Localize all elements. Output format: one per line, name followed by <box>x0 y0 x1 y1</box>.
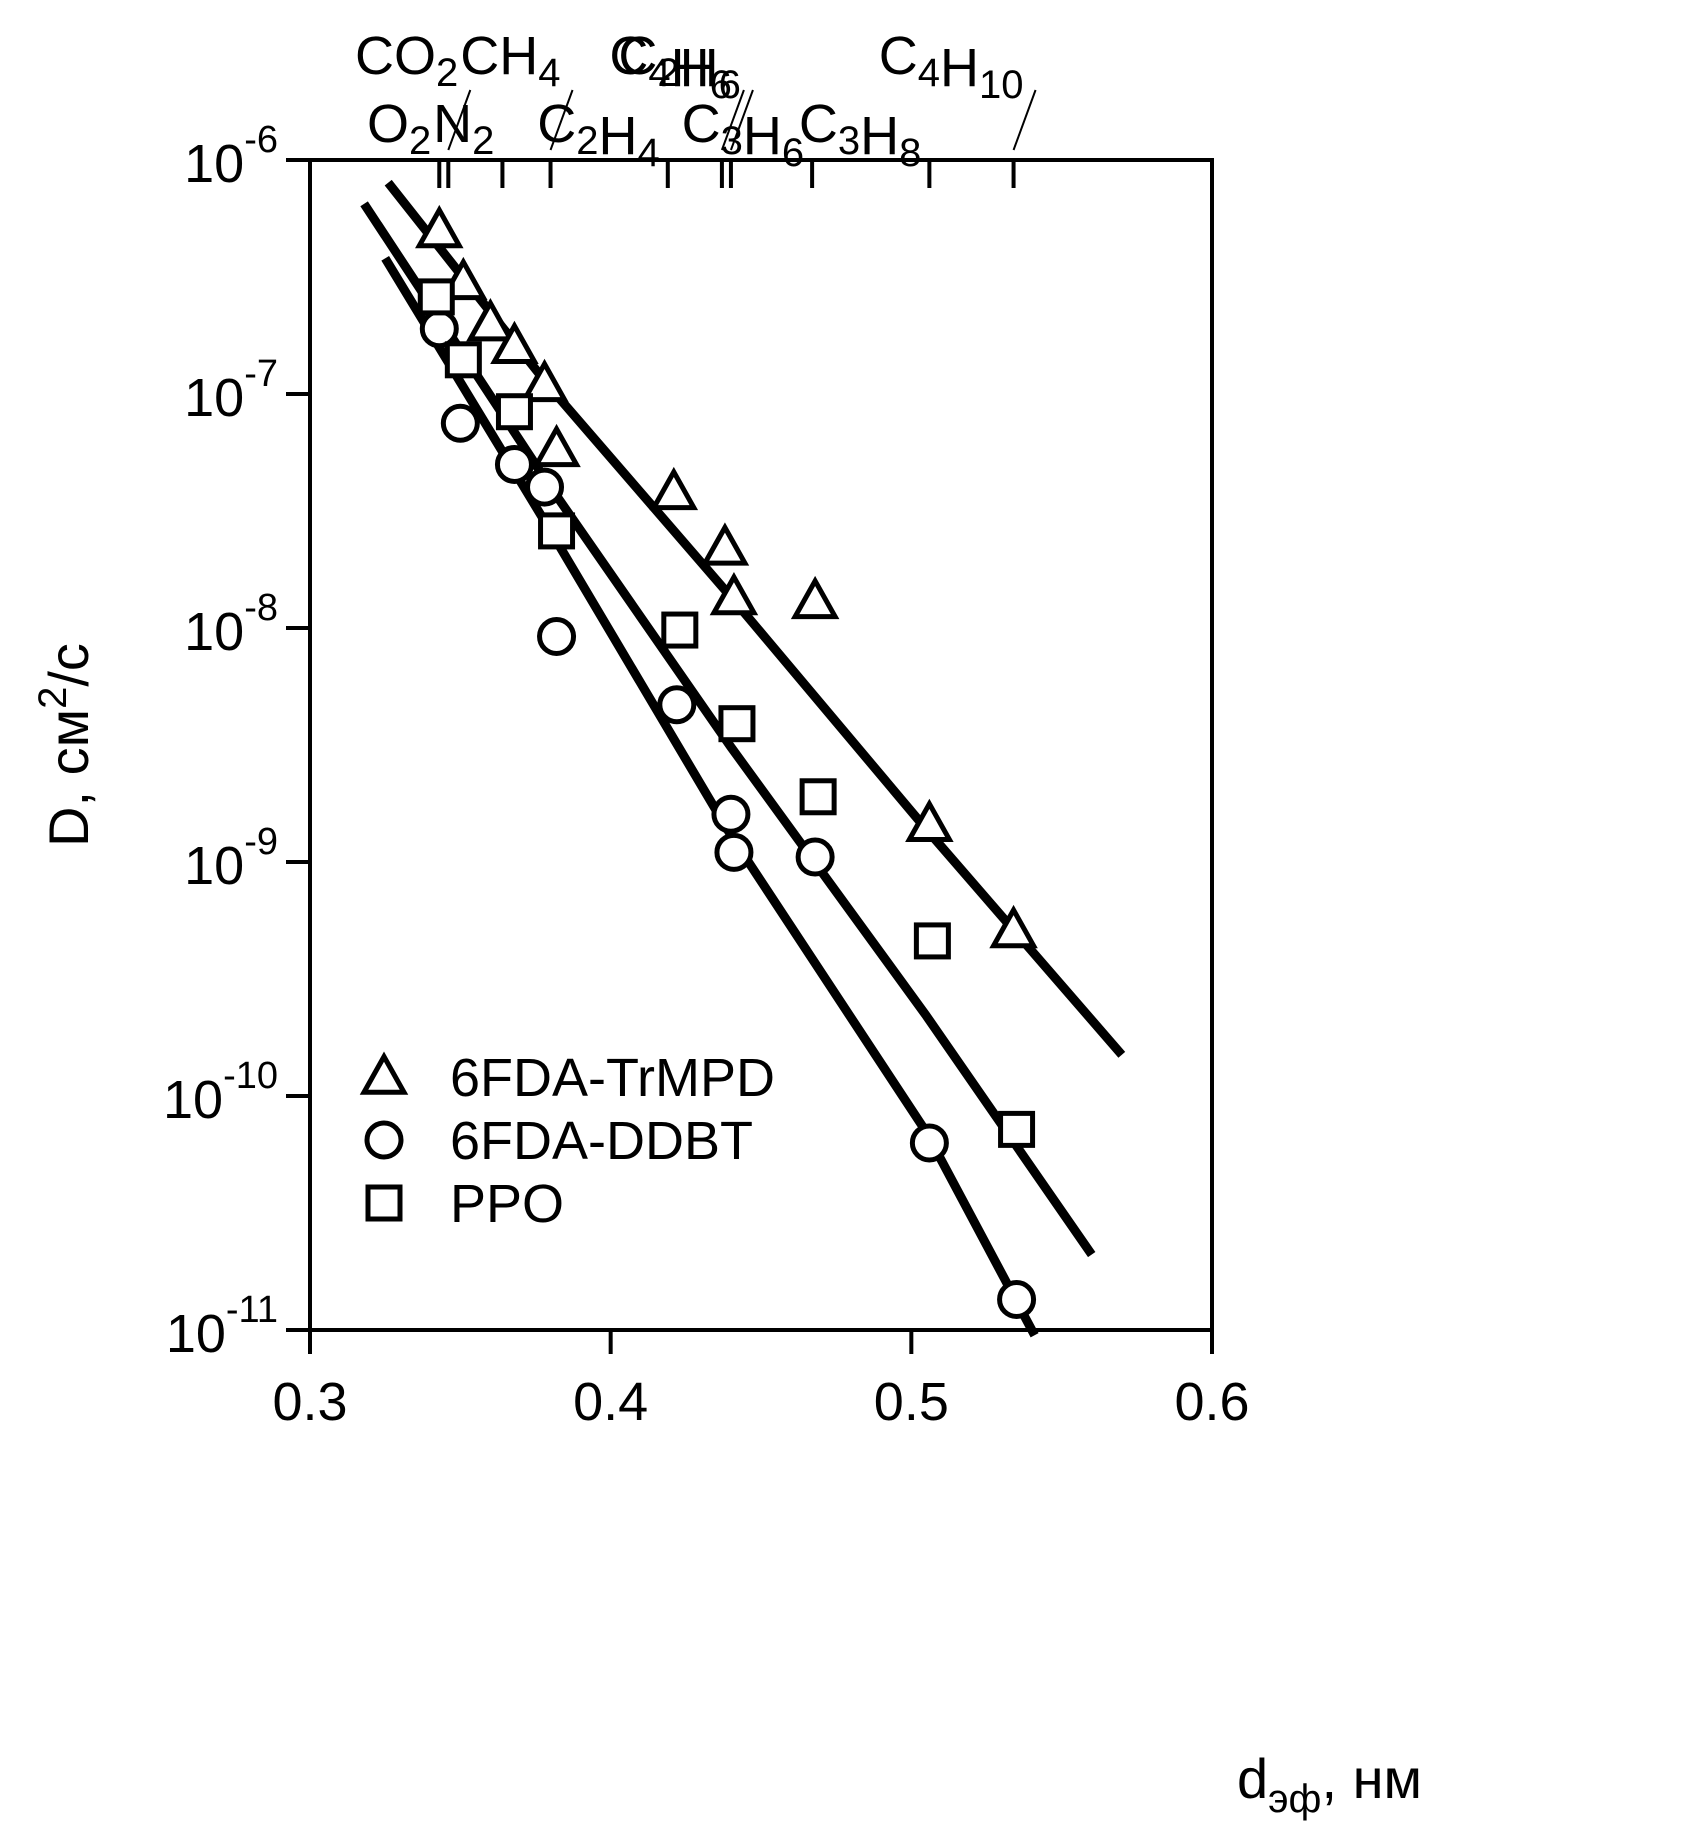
data-point-circle <box>419 309 459 349</box>
legend-marker-circle <box>364 1120 404 1160</box>
legend-marker-triangle <box>359 1051 409 1095</box>
data-point-triangle <box>989 904 1038 949</box>
gas-label: CH4 <box>460 26 560 95</box>
data-point-triangle <box>709 571 759 616</box>
legend-label: 6FDA-TrMPD <box>450 1048 775 1108</box>
data-point-triangle <box>649 466 699 511</box>
data-point-triangle <box>520 358 569 403</box>
data-point-circle <box>909 1123 949 1163</box>
data-point-triangle <box>790 575 840 620</box>
gas-label: C4H6 <box>609 26 732 107</box>
x-tick-label: 0.5 <box>874 1372 949 1432</box>
data-point-triangle <box>700 522 750 566</box>
plot-border <box>308 158 1214 1332</box>
data-point-triangle <box>532 423 581 468</box>
data-point-circle <box>657 685 697 725</box>
x-tick-label: 0.4 <box>573 1372 648 1432</box>
data-point-circle <box>525 467 565 507</box>
gas-leader <box>549 89 574 151</box>
data-point-triangle <box>905 798 954 843</box>
legend-marker-square <box>365 1184 403 1222</box>
gas-label: CO2 <box>355 26 458 95</box>
y-tick-label: 10-11 <box>166 1289 278 1364</box>
gas-leader <box>729 89 754 151</box>
gas-label: N2 <box>433 94 494 163</box>
gas-label: C3H8 <box>799 94 922 175</box>
y-tick-label: 10-9 <box>184 821 278 896</box>
gas-leader <box>720 89 745 151</box>
legend-label: 6FDA-DDBT <box>450 1111 753 1171</box>
data-point-square <box>417 278 455 316</box>
legend-label: PPO <box>450 1174 564 1234</box>
data-point-square <box>661 611 699 649</box>
y-tick-label: 10-7 <box>184 353 278 428</box>
y-axis-label: D, см2/с <box>31 643 100 847</box>
data-point-square <box>913 922 951 960</box>
gas-label: C2H4 <box>537 94 660 175</box>
gas-label: C2H6 <box>618 26 741 107</box>
y-tick-label: 10-10 <box>163 1055 278 1130</box>
y-tick-label: 10-8 <box>184 587 278 662</box>
fit-line-square <box>360 201 1096 1258</box>
data-points <box>415 204 1038 1320</box>
x-tick-label: 0.6 <box>1174 1372 1249 1432</box>
axis-labels: dэф, нм D, см2/с <box>31 643 1422 1821</box>
gas-leader <box>447 89 472 151</box>
data-point-circle <box>537 616 577 656</box>
axis-ticks: 0.3 0.4 0.5 0.6 10-6 10-7 10-8 10-9 10-10 10-11 <box>163 119 1250 1432</box>
data-point-triangle <box>415 204 464 249</box>
data-point-circle <box>714 832 754 872</box>
data-point-circle <box>795 837 835 877</box>
gas-leader <box>1012 89 1037 151</box>
y-tick-label: 10-6 <box>184 119 278 194</box>
plot-frame <box>308 158 1214 1332</box>
gas-label: C3H6 <box>682 94 805 175</box>
gas-label: O2 <box>367 94 431 163</box>
data-point-circle <box>494 444 534 484</box>
data-point-triangle <box>466 298 515 342</box>
x-tick-label: 0.3 <box>272 1372 347 1432</box>
data-point-circle <box>440 403 480 443</box>
data-point-square <box>495 393 533 431</box>
data-point-square <box>998 1110 1036 1148</box>
data-point-circle <box>997 1280 1037 1320</box>
data-point-triangle <box>490 320 539 365</box>
data-point-square <box>799 778 837 816</box>
data-point-square <box>718 705 756 743</box>
data-point-circle <box>711 794 751 834</box>
data-point-square <box>444 341 482 379</box>
x-axis-label: dэф, нм <box>1237 1747 1422 1821</box>
data-point-square <box>538 512 576 550</box>
gas-label: C4H10 <box>879 26 1024 107</box>
